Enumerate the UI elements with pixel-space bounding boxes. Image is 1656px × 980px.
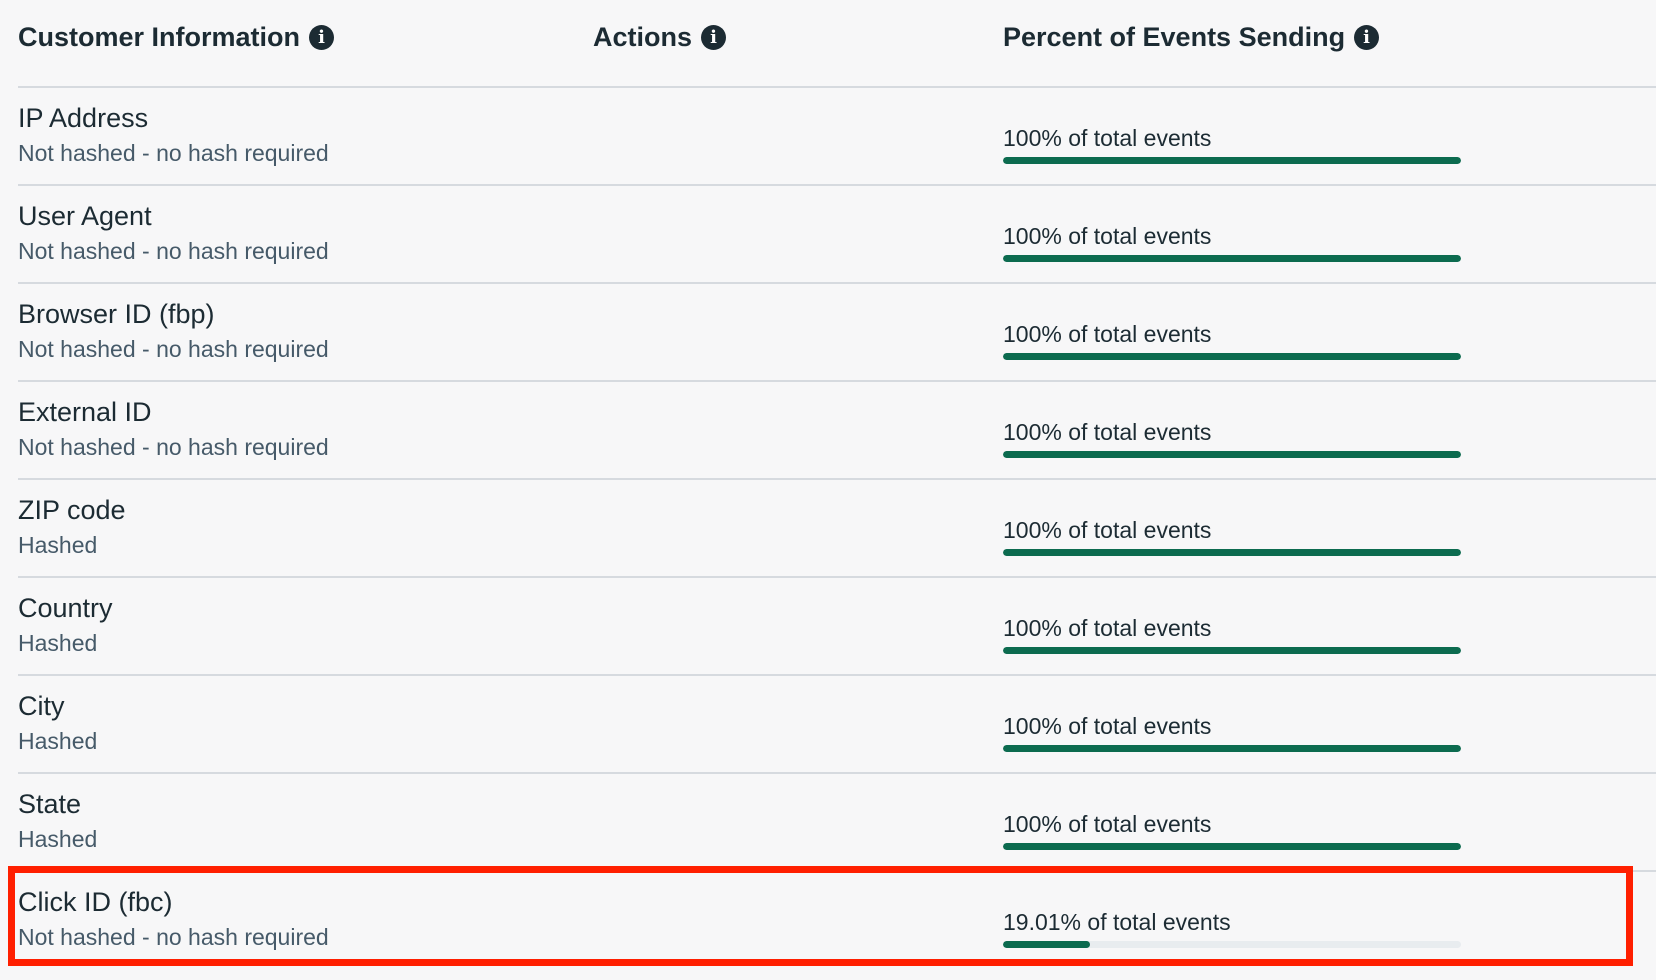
hash-status: Hashed [18,826,98,852]
percent-label: 100% of total events [1003,615,1212,641]
percent-label: 100% of total events [1003,811,1212,837]
hash-status: Hashed [18,630,98,656]
progress-bar-fill [1003,745,1461,752]
progress-bar [1003,549,1461,556]
progress-bar [1003,451,1461,458]
progress-bar [1003,647,1461,654]
parameter-name: External ID [18,397,152,427]
progress-bar-fill [1003,255,1461,262]
hash-status: Not hashed - no hash required [18,924,329,950]
parameter-name: City [18,691,65,721]
progress-bar [1003,745,1461,752]
percent-label: 100% of total events [1003,517,1212,543]
progress-bar [1003,843,1461,850]
column-header-percent-of-events: Percent of Events Sending i [1003,22,1380,53]
parameter-name: State [18,789,82,819]
progress-bar-fill [1003,843,1461,850]
parameter-name: ZIP code [18,495,126,525]
table-header: Customer Information i Actions i Percent… [18,0,1656,88]
hash-status: Not hashed - no hash required [18,140,329,166]
progress-bar [1003,255,1461,262]
hash-status: Not hashed - no hash required [18,434,329,460]
parameter-name: User Agent [18,201,152,231]
parameter-name: Browser ID (fbp) [18,299,215,329]
table-row: Country Hashed 100% of total events [18,578,1656,676]
progress-bar-fill [1003,941,1091,948]
column-header-customer-information: Customer Information i [18,22,335,53]
percent-label: 100% of total events [1003,125,1212,151]
progress-bar [1003,157,1461,164]
table-row-highlighted: Click ID (fbc) Not hashed - no hash requ… [18,872,1656,968]
percent-label: 19.01% of total events [1003,909,1231,935]
table-row: User Agent Not hashed - no hash required… [18,186,1656,284]
percent-label: 100% of total events [1003,223,1212,249]
info-icon[interactable]: i [701,25,727,50]
column-header-actions: Actions i [593,22,727,53]
column-header-label: Actions [593,22,693,52]
parameter-name: Country [18,593,113,623]
percent-label: 100% of total events [1003,419,1212,445]
hash-status: Hashed [18,728,98,754]
progress-bar-fill [1003,451,1461,458]
table-row: City Hashed 100% of total events [18,676,1656,774]
progress-bar-fill [1003,647,1461,654]
table-row: External ID Not hashed - no hash require… [18,382,1656,480]
percent-label: 100% of total events [1003,713,1212,739]
hash-status: Not hashed - no hash required [18,238,329,264]
table-row: ZIP code Hashed 100% of total events [18,480,1656,578]
percent-label: 100% of total events [1003,321,1212,347]
progress-bar-fill [1003,549,1461,556]
column-header-label: Customer Information [18,22,301,52]
progress-bar-fill [1003,157,1461,164]
parameter-name: IP Address [18,103,149,133]
hash-status: Hashed [18,532,98,558]
table-row: State Hashed 100% of total events [18,774,1656,872]
table-row: Browser ID (fbp) Not hashed - no hash re… [18,284,1656,382]
progress-bar-fill [1003,353,1461,360]
progress-bar [1003,941,1461,948]
hash-status: Not hashed - no hash required [18,336,329,362]
table-row: IP Address Not hashed - no hash required… [18,88,1656,186]
progress-bar [1003,353,1461,360]
info-icon[interactable]: i [1354,25,1380,50]
parameter-name: Click ID (fbc) [18,887,173,917]
info-icon[interactable]: i [309,25,335,50]
column-header-label: Percent of Events Sending [1003,22,1346,52]
